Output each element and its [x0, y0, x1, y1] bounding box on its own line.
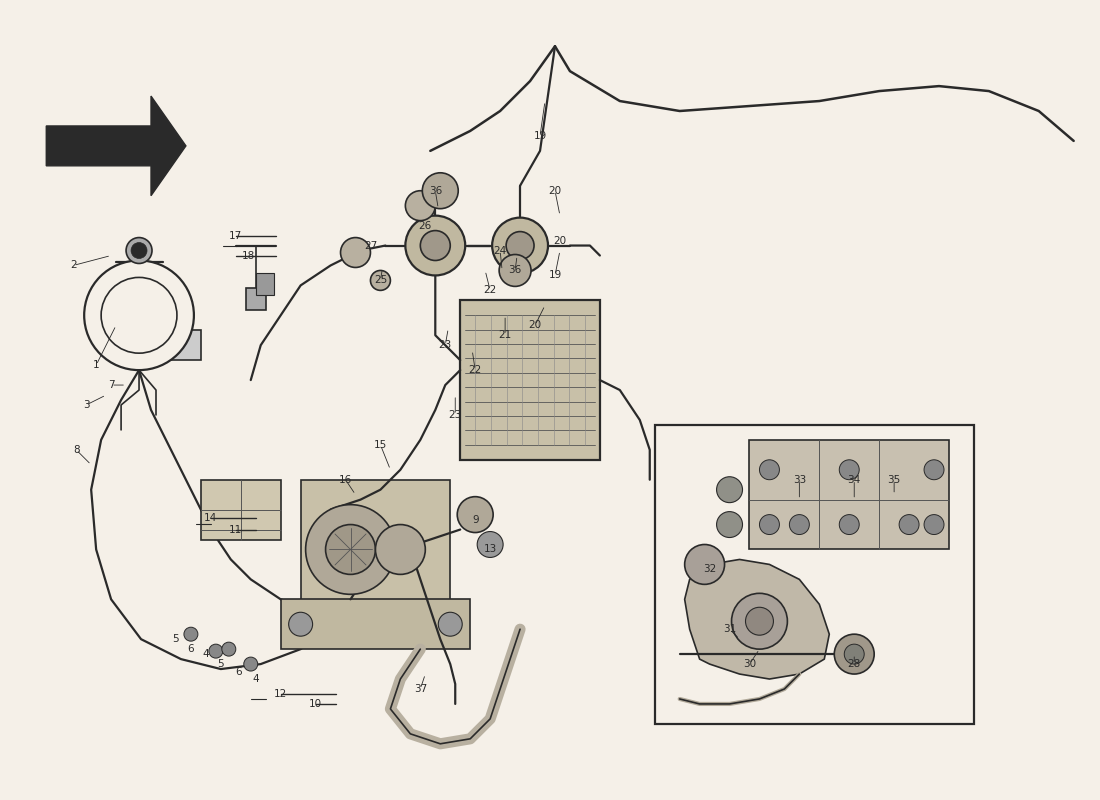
Text: 32: 32 [703, 565, 716, 574]
Text: 23: 23 [439, 340, 452, 350]
Bar [654, 425, 974, 724]
Text: 15: 15 [374, 440, 387, 450]
Text: 5: 5 [218, 659, 224, 669]
Text: 27: 27 [364, 241, 377, 250]
Text: 8: 8 [73, 445, 79, 455]
Circle shape [924, 460, 944, 480]
Text: 21: 21 [498, 330, 512, 340]
Text: 16: 16 [339, 474, 352, 485]
Polygon shape [280, 599, 470, 649]
Circle shape [126, 238, 152, 263]
Polygon shape [460, 300, 600, 460]
Bar [245, 288, 266, 310]
Text: 20: 20 [549, 186, 561, 196]
Text: 18: 18 [242, 250, 255, 261]
Text: 20: 20 [553, 235, 566, 246]
Text: 7: 7 [108, 380, 114, 390]
Circle shape [716, 477, 742, 502]
Bar [255, 274, 274, 295]
Text: 4: 4 [252, 674, 260, 684]
Text: 20: 20 [528, 320, 541, 330]
Circle shape [746, 607, 773, 635]
Circle shape [499, 254, 531, 286]
Text: 35: 35 [888, 474, 901, 485]
Circle shape [244, 657, 257, 671]
Circle shape [420, 230, 450, 261]
Text: 34: 34 [848, 474, 861, 485]
Circle shape [899, 514, 920, 534]
Text: 5: 5 [173, 634, 179, 644]
Circle shape [845, 644, 865, 664]
Circle shape [371, 270, 390, 290]
Circle shape [406, 190, 436, 221]
Circle shape [839, 514, 859, 534]
Circle shape [759, 460, 780, 480]
Circle shape [716, 512, 742, 538]
Polygon shape [46, 96, 186, 196]
Text: 37: 37 [414, 684, 427, 694]
Text: 24: 24 [494, 246, 507, 255]
Text: 2: 2 [70, 261, 77, 270]
Text: 26: 26 [419, 221, 432, 230]
Circle shape [406, 216, 465, 275]
Text: 10: 10 [309, 699, 322, 709]
Circle shape [422, 173, 459, 209]
Circle shape [834, 634, 874, 674]
Circle shape [131, 242, 147, 258]
Circle shape [732, 594, 788, 649]
Circle shape [184, 627, 198, 641]
Text: 25: 25 [374, 275, 387, 286]
Text: 22: 22 [484, 286, 497, 295]
Circle shape [375, 525, 426, 574]
Bar [161, 330, 201, 360]
Text: 6: 6 [235, 667, 242, 677]
Text: 1: 1 [92, 360, 99, 370]
Text: 6: 6 [188, 644, 195, 654]
Circle shape [209, 644, 223, 658]
Text: 17: 17 [229, 230, 242, 241]
Circle shape [85, 261, 194, 370]
Text: 3: 3 [82, 400, 89, 410]
Text: 36: 36 [429, 186, 442, 196]
Polygon shape [201, 480, 280, 539]
Circle shape [458, 497, 493, 533]
Polygon shape [300, 480, 450, 619]
Text: 31: 31 [723, 624, 736, 634]
Circle shape [477, 531, 503, 558]
Circle shape [341, 238, 371, 267]
Text: 23: 23 [449, 410, 462, 420]
Text: 19: 19 [549, 270, 562, 281]
Circle shape [790, 514, 810, 534]
Polygon shape [749, 440, 949, 550]
Circle shape [288, 612, 312, 636]
Text: 30: 30 [742, 659, 756, 669]
Text: 9: 9 [472, 514, 478, 525]
Circle shape [326, 525, 375, 574]
Text: 14: 14 [205, 513, 218, 522]
Circle shape [438, 612, 462, 636]
Text: 19: 19 [534, 131, 547, 141]
Circle shape [222, 642, 235, 656]
Text: 12: 12 [274, 689, 287, 699]
Text: 28: 28 [848, 659, 861, 669]
Text: 36: 36 [508, 266, 521, 275]
Circle shape [759, 514, 780, 534]
Text: 33: 33 [793, 474, 806, 485]
Polygon shape [684, 559, 829, 679]
Text: 4: 4 [202, 649, 209, 659]
Text: 22: 22 [469, 365, 482, 375]
Circle shape [101, 278, 177, 353]
Circle shape [306, 505, 395, 594]
Text: 13: 13 [484, 545, 497, 554]
Circle shape [924, 514, 944, 534]
Text: 11: 11 [229, 525, 242, 534]
Circle shape [506, 231, 534, 259]
Circle shape [492, 218, 548, 274]
Circle shape [839, 460, 859, 480]
Circle shape [684, 545, 725, 584]
